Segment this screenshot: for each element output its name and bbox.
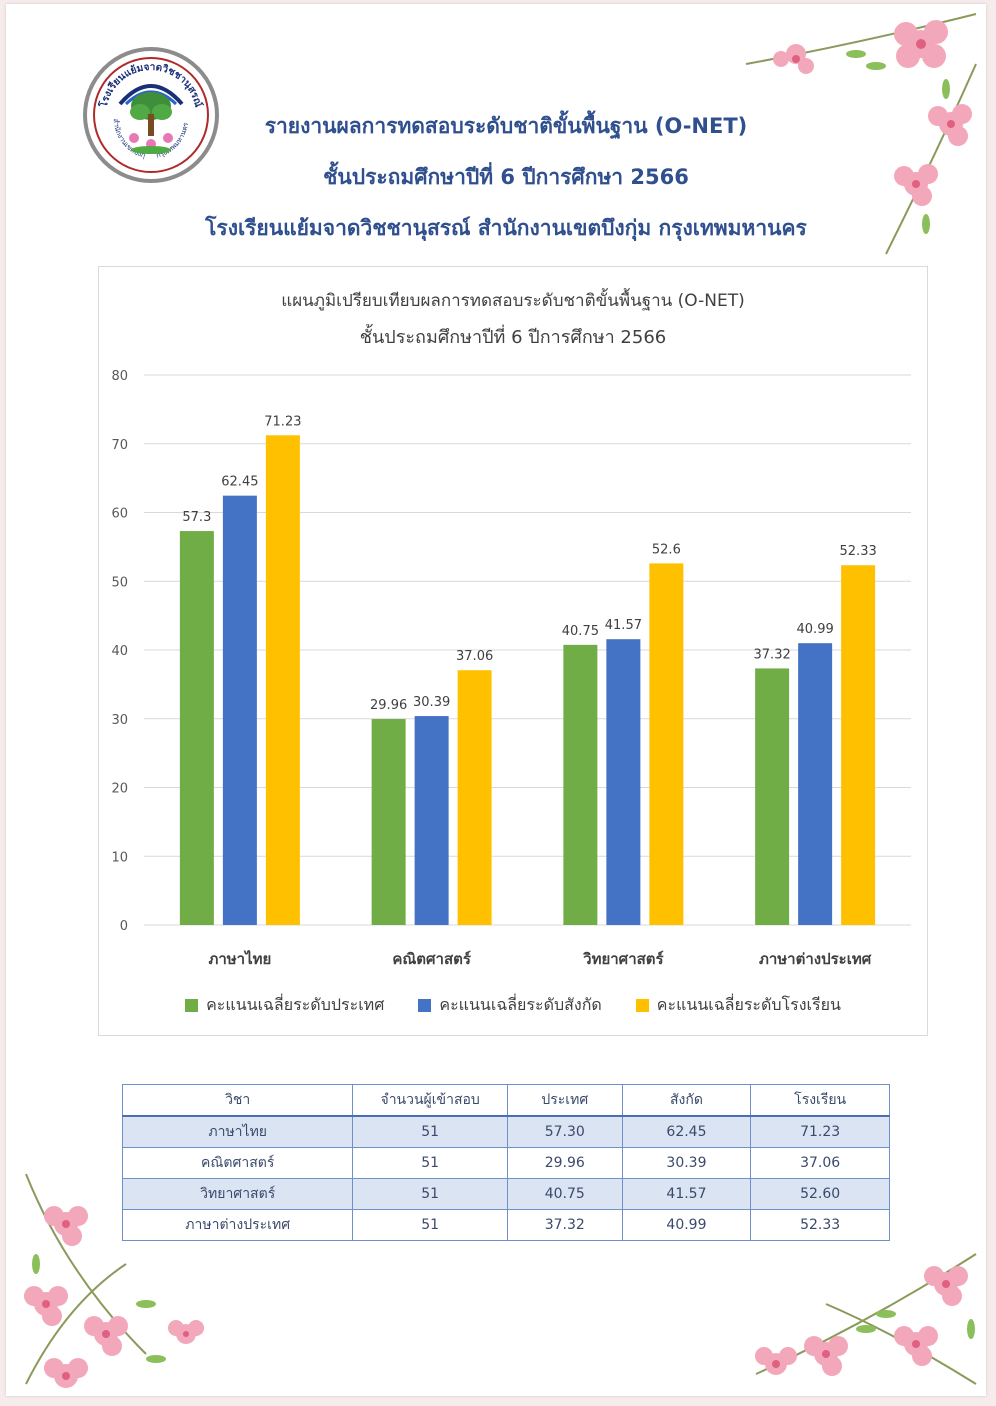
table-cell: 62.45 bbox=[621, 1115, 752, 1148]
table-row: ภาษาต่างประเทศ 51 37.32 40.99 52.33 bbox=[121, 1209, 890, 1241]
y-tick-label: 0 bbox=[120, 919, 128, 934]
bar bbox=[563, 644, 598, 925]
bar bbox=[606, 639, 641, 925]
table-cell: 41.57 bbox=[621, 1178, 752, 1210]
col-header-national: ประเทศ bbox=[506, 1084, 623, 1117]
table-cell: 51 bbox=[352, 1147, 508, 1179]
x-category-label: คณิตศาสตร์ bbox=[392, 950, 472, 968]
table-row: คณิตศาสตร์ 51 29.96 30.39 37.06 bbox=[121, 1147, 890, 1179]
table-cell: 51 bbox=[352, 1115, 508, 1148]
table-cell: 71.23 bbox=[750, 1115, 890, 1148]
y-tick-label: 40 bbox=[111, 644, 128, 659]
col-header-examinees: จำนวนผู้เข้าสอบ bbox=[352, 1084, 508, 1117]
table-cell: 29.96 bbox=[506, 1147, 623, 1179]
legend-item-school: คะแนนเฉลี่ยระดับโรงเรียน bbox=[635, 993, 841, 1018]
table-row: ภาษาไทย 51 57.30 62.45 71.23 bbox=[121, 1115, 890, 1148]
x-category-label: ภาษาไทย bbox=[208, 949, 271, 968]
report-subtitle: ชั้นประถมศึกษาปีที่ 6 ปีการศึกษา 2566 bbox=[323, 165, 689, 189]
data-label: 40.75 bbox=[562, 624, 599, 639]
report-page: โรงเรียนแย้มจาดวิชชานุสรณ์ สำนักงานเขตบึ… bbox=[6, 4, 986, 1396]
bar bbox=[841, 565, 876, 925]
bar bbox=[649, 563, 684, 925]
legend-swatch-national bbox=[185, 999, 199, 1012]
table-cell: 51 bbox=[352, 1209, 508, 1241]
legend-label-affiliation: คะแนนเฉลี่ยระดับสังกัด bbox=[439, 995, 602, 1014]
y-tick-label: 20 bbox=[111, 782, 128, 797]
table-cell: 57.30 bbox=[506, 1115, 623, 1148]
chart-container: แผนภูมิเปรียบเทียบผลการทดสอบระดับชาติขั้… bbox=[98, 266, 928, 1036]
data-label: 52.33 bbox=[840, 544, 877, 559]
school-logo: โรงเรียนแย้มจาดวิชชานุสรณ์ สำนักงานเขตบึ… bbox=[82, 46, 219, 183]
flower-decoration-top-right bbox=[745, 13, 977, 255]
x-category-label: ภาษาต่างประเทศ bbox=[759, 950, 872, 968]
table-cell: 40.75 bbox=[506, 1178, 623, 1210]
y-tick-label: 50 bbox=[111, 575, 128, 590]
bar bbox=[798, 643, 833, 925]
table-cell: 52.60 bbox=[750, 1178, 890, 1210]
col-header-subject: วิชา bbox=[121, 1084, 354, 1117]
bar bbox=[222, 495, 257, 925]
chart-title: แผนภูมิเปรียบเทียบผลการทดสอบระดับชาติขั้… bbox=[281, 291, 745, 311]
chart-legend: คะแนนเฉลี่ยระดับประเทศ คะแนนเฉลี่ยระดับส… bbox=[99, 993, 927, 1018]
table-cell: ภาษาไทย bbox=[121, 1115, 354, 1148]
legend-item-national: คะแนนเฉลี่ยระดับประเทศ bbox=[185, 993, 384, 1018]
bar bbox=[179, 531, 214, 925]
table-cell: 37.32 bbox=[506, 1209, 623, 1241]
bar bbox=[371, 719, 406, 925]
bar-chart: 0 10 20 30 40 50 60 70 80 57.3 62.45 71.23 ภาษาไทย 29… bbox=[111, 369, 911, 968]
data-label: 62.45 bbox=[221, 475, 258, 490]
chart-subtitle: ชั้นประถมศึกษาปีที่ 6 ปีการศึกษา 2566 bbox=[359, 327, 667, 348]
table-header-row: วิชา จำนวนผู้เข้าสอบ ประเทศ สังกัด โรงเร… bbox=[121, 1084, 890, 1117]
y-tick-label: 30 bbox=[111, 713, 128, 728]
table-cell: ภาษาต่างประเทศ bbox=[121, 1209, 354, 1241]
table-cell: 40.99 bbox=[621, 1209, 752, 1241]
flower-decoration-bottom-left bbox=[24, 1173, 204, 1388]
table-cell: 37.06 bbox=[750, 1147, 890, 1179]
data-label: 57.3 bbox=[182, 510, 211, 525]
data-label: 29.96 bbox=[370, 698, 407, 713]
bar bbox=[265, 435, 300, 925]
data-label: 37.32 bbox=[754, 647, 791, 662]
scores-table: วิชา จำนวนผู้เข้าสอบ ประเทศ สังกัด โรงเร… bbox=[121, 1084, 890, 1241]
data-label: 41.57 bbox=[605, 618, 642, 633]
y-tick-label: 10 bbox=[111, 850, 128, 865]
flower-decoration-bottom-right bbox=[755, 1253, 977, 1385]
y-tick-label: 80 bbox=[111, 369, 128, 384]
legend-label-national: คะแนนเฉลี่ยระดับประเทศ bbox=[206, 995, 385, 1014]
bar bbox=[457, 670, 492, 925]
col-header-school: โรงเรียน bbox=[750, 1084, 890, 1117]
data-label: 71.23 bbox=[264, 414, 301, 429]
y-tick-label: 70 bbox=[111, 438, 128, 453]
table-cell: วิทยาศาสตร์ bbox=[121, 1178, 354, 1210]
table-cell: 51 bbox=[352, 1178, 508, 1210]
school-name: โรงเรียนแย้มจาดวิชชานุสรณ์ สำนักงานเขตบึ… bbox=[205, 216, 807, 240]
table-cell: 30.39 bbox=[621, 1147, 752, 1179]
bar bbox=[414, 716, 449, 925]
col-header-affiliation: สังกัด bbox=[621, 1084, 752, 1117]
legend-swatch-school bbox=[635, 999, 649, 1012]
table-cell: คณิตศาสตร์ bbox=[121, 1147, 354, 1179]
report-title: รายงานผลการทดสอบระดับชาติขั้นพื้นฐาน (O-… bbox=[264, 114, 748, 138]
x-category-label: วิทยาศาสตร์ bbox=[583, 950, 665, 968]
legend-swatch-affiliation bbox=[418, 999, 432, 1012]
data-label: 30.39 bbox=[413, 695, 450, 710]
legend-label-school: คะแนนเฉลี่ยระดับโรงเรียน bbox=[656, 995, 841, 1014]
table-cell: 52.33 bbox=[750, 1209, 890, 1241]
legend-item-affiliation: คะแนนเฉลี่ยระดับสังกัด bbox=[418, 993, 602, 1018]
data-label: 40.99 bbox=[797, 622, 834, 637]
y-tick-label: 60 bbox=[111, 507, 128, 522]
bar bbox=[755, 668, 790, 925]
table-row: วิทยาศาสตร์ 51 40.75 41.57 52.60 bbox=[121, 1178, 890, 1210]
data-label: 52.6 bbox=[652, 542, 681, 557]
data-label: 37.06 bbox=[456, 649, 493, 664]
